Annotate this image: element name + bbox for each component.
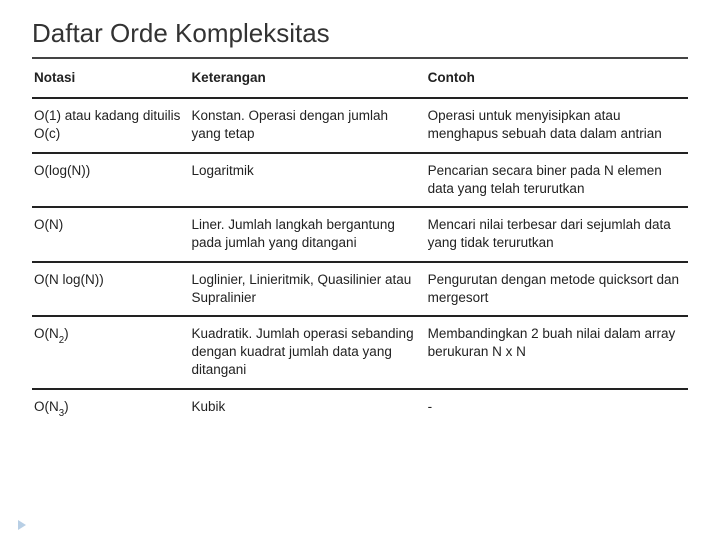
table-row: O(N log(N)) Loglinier, Linieritmik, Quas… [32,262,688,316]
cell-contoh: Pencarian secara biner pada N elemen dat… [426,153,688,207]
table-row: O(log(N)) Logaritmik Pencarian secara bi… [32,153,688,207]
slide-bullet-icon [18,520,26,530]
page-title: Daftar Orde Kompleksitas [32,18,688,59]
cell-notasi: O(1) atau kadang dituilis O(c) [32,98,189,152]
col-header-contoh: Contoh [426,59,688,98]
table-row: O(N) Liner. Jumlah langkah bergantung pa… [32,207,688,261]
table-row: O(N3) Kubik - [32,389,688,427]
cell-keterangan: Kuadratik. Jumlah operasi sebanding deng… [189,316,425,389]
cell-contoh: Membandingkan 2 buah nilai dalam array b… [426,316,688,389]
table-body: O(1) atau kadang dituilis O(c) Konstan. … [32,98,688,426]
cell-contoh: Operasi untuk menyisipkan atau menghapus… [426,98,688,152]
table-header: Notasi Keterangan Contoh [32,59,688,98]
cell-contoh: Pengurutan dengan metode quicksort dan m… [426,262,688,316]
cell-notasi: O(N) [32,207,189,261]
cell-notasi: O(N2) [32,316,189,389]
table-row: O(N2) Kuadratik. Jumlah operasi sebandin… [32,316,688,389]
cell-keterangan: Konstan. Operasi dengan jumlah yang teta… [189,98,425,152]
cell-keterangan: Loglinier, Linieritmik, Quasilinier atau… [189,262,425,316]
table-row: O(1) atau kadang dituilis O(c) Konstan. … [32,98,688,152]
cell-notasi: O(N log(N)) [32,262,189,316]
complexity-table: Notasi Keterangan Contoh O(1) atau kadan… [32,59,688,426]
col-header-keterangan: Keterangan [189,59,425,98]
cell-keterangan: Logaritmik [189,153,425,207]
cell-contoh: - [426,389,688,427]
col-header-notasi: Notasi [32,59,189,98]
cell-keterangan: Liner. Jumlah langkah bergantung pada ju… [189,207,425,261]
cell-notasi: O(log(N)) [32,153,189,207]
cell-keterangan: Kubik [189,389,425,427]
cell-notasi: O(N3) [32,389,189,427]
cell-contoh: Mencari nilai terbesar dari sejumlah dat… [426,207,688,261]
